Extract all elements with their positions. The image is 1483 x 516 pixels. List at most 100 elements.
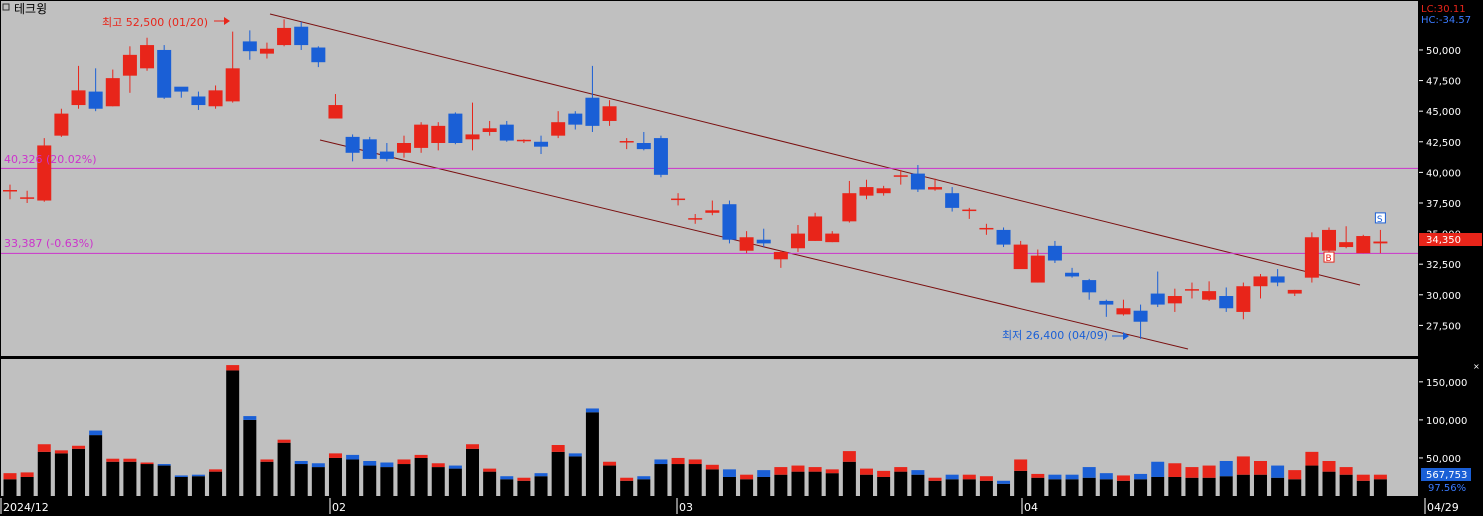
candle-body	[1339, 242, 1354, 248]
candle-body	[1047, 245, 1062, 261]
volume-bar	[740, 474, 754, 496]
volume-bar-base	[346, 459, 360, 496]
volume-bar-base	[774, 474, 788, 496]
volume-bar-cap	[363, 460, 377, 466]
volume-bar-base	[1099, 479, 1113, 496]
volume-bar-cap	[585, 408, 599, 413]
volume-bar-base	[997, 483, 1011, 496]
volume-bar-cap	[928, 477, 942, 481]
candle-body	[1270, 276, 1285, 283]
candle	[311, 46, 326, 68]
volume-bar-base	[688, 464, 702, 496]
volume-bar	[1288, 470, 1302, 496]
candle-body	[910, 173, 925, 190]
volume-bar-cap	[89, 430, 103, 436]
volume-bar	[431, 463, 445, 496]
candle-body	[602, 106, 617, 121]
volume-bar-cap	[688, 459, 702, 465]
hline-upper-label: 40,326 (20.02%)	[4, 153, 97, 166]
candle	[140, 37, 155, 71]
volume-bar-cap	[260, 459, 274, 462]
volume-bar-base	[1219, 476, 1233, 496]
price-tick-label: 27,500	[1426, 321, 1461, 332]
candle	[242, 30, 257, 60]
candle	[88, 68, 103, 112]
volume-bar-cap	[945, 474, 959, 480]
high-arrow	[214, 17, 230, 25]
volume-bar-cap	[1253, 460, 1267, 475]
volume-bar-cap	[774, 467, 788, 475]
volume-bar	[72, 445, 86, 496]
trend-channel	[269, 13, 1361, 350]
lc-hint: LC:30.11	[1421, 4, 1466, 15]
candle	[551, 111, 566, 139]
candle-body	[1133, 310, 1148, 322]
volume-bar-base	[962, 479, 976, 496]
candle	[414, 122, 429, 153]
volume-bar	[757, 470, 771, 496]
volume-bar-cap	[568, 453, 582, 457]
candle	[1065, 267, 1080, 278]
candle	[431, 122, 446, 151]
hc-hint: HC:-34.57	[1421, 15, 1471, 26]
volume-bar-cap	[1305, 451, 1319, 466]
volume-bar	[860, 468, 873, 496]
volume-bar	[1082, 467, 1096, 496]
candle	[825, 231, 840, 243]
candles	[3, 19, 1388, 339]
candle	[979, 223, 994, 235]
price-tick-label: 37,500	[1426, 199, 1461, 210]
volume-bar	[1151, 461, 1165, 496]
volume-bar-base	[877, 476, 891, 496]
candle	[1304, 232, 1319, 283]
volume-bar-cap	[191, 474, 205, 477]
volume-bar-base	[620, 480, 634, 496]
volume-bar	[1168, 463, 1182, 496]
volume-bar	[294, 460, 308, 496]
volume-bar-cap	[380, 462, 394, 468]
volume-bar-cap	[226, 365, 240, 371]
volume-bar-base	[311, 467, 325, 496]
volume-value-box	[1421, 468, 1471, 481]
volume-bar-cap	[500, 476, 514, 480]
volume-bar-cap	[757, 470, 771, 477]
volume-bar	[1356, 474, 1370, 496]
candle	[705, 200, 720, 216]
volume-bar	[962, 474, 976, 496]
volume-bar	[825, 469, 839, 496]
volume-bar	[671, 457, 685, 496]
volume-bar	[534, 473, 548, 496]
candle	[996, 227, 1011, 248]
candle-body	[790, 233, 805, 249]
volume-bar-base	[20, 476, 34, 496]
volume-bar-base	[603, 465, 617, 496]
candle	[790, 225, 805, 252]
volume-bar-base	[825, 473, 839, 496]
volume-bar	[243, 416, 257, 496]
candle-body	[842, 193, 857, 222]
last-price-box	[1419, 233, 1482, 246]
candle-body	[362, 139, 377, 159]
volume-bar-base	[637, 479, 651, 496]
candle	[1116, 299, 1131, 316]
candle-body	[756, 239, 771, 244]
hline-lower-label: 33,387 (-0.63%)	[4, 237, 93, 250]
candle	[842, 180, 857, 223]
candle-body	[499, 124, 514, 141]
volume-bar-base	[1082, 477, 1096, 496]
volume-bar-cap	[825, 469, 839, 474]
x-axis	[0, 498, 1483, 516]
candle-body	[379, 151, 394, 159]
volume-bar-base	[808, 471, 822, 496]
volume-bar-base	[397, 464, 411, 496]
volume-bar-cap	[1356, 474, 1370, 481]
candle-body	[208, 90, 223, 107]
volume-bar	[585, 408, 599, 496]
sell-marker: S	[1374, 212, 1386, 225]
volume-bar-base	[3, 479, 17, 496]
volume-bar	[277, 439, 291, 496]
volume-bar	[157, 464, 171, 496]
candle-body	[140, 45, 155, 69]
price-tick-label: 42,500	[1426, 138, 1461, 149]
candle	[1322, 227, 1337, 254]
